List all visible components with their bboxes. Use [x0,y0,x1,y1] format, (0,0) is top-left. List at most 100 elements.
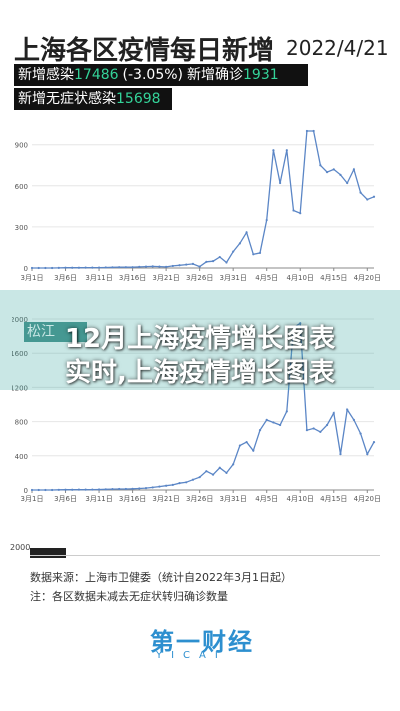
y-tick-label: 600 [15,183,28,191]
data-point [232,250,235,253]
data-point [51,266,54,270]
data-point [205,260,208,263]
y-tick-label: 300 [15,224,28,232]
chart-top: 0 300 600 900 3月1日 3月6日 3月11日 3月16日 3月21日 3月26日 3月… [12,125,382,285]
data-point [158,485,161,488]
cropped-chart-label [30,548,66,558]
data-point [325,171,329,174]
yicai-logo-sub: YICAI [156,650,227,661]
data-point [77,266,81,269]
data-point [339,452,342,456]
data-point [299,322,302,325]
data-point [171,483,174,486]
data-point [77,488,81,491]
data-point [218,466,221,469]
x-tick-label: 3月11日 [85,495,112,503]
data-point [97,488,101,491]
stat-new-infections: 新增感染17486 (-3.05%) 新增确诊1931 [14,64,308,86]
data-point [346,181,349,185]
data-point [124,266,127,269]
x-tick-label: 3月21日 [152,274,179,282]
data-point [359,191,362,194]
data-point [325,423,329,427]
data-point [346,408,349,411]
x-tick-label: 4月20日 [354,274,381,282]
chart-bottom-svg: 0 400 800 1200 1600 2000 3月1日 3月6日 3月11日 3月16日 3月2… [10,316,381,503]
data-point [198,265,201,268]
data-point [57,266,60,269]
x-tick-label: 3月16日 [119,495,146,503]
data-point [44,266,47,270]
data-point [238,444,241,447]
data-point [91,488,94,491]
data-point [118,266,121,269]
data-point [30,488,34,492]
series-line [32,322,375,491]
x-tick-label: 3月31日 [219,274,246,282]
x-tick-label: 3月11日 [85,274,112,282]
data-point [37,488,40,492]
district-label: 松江 [24,322,87,342]
data-point [211,473,215,476]
x-tick-label: 4月5日 [255,274,278,282]
y-tick-label: 400 [15,453,28,461]
data-point [285,149,288,152]
data-point [131,266,134,269]
data-point [124,487,127,491]
data-point [252,449,255,452]
data-point [185,481,188,484]
data-point [305,429,309,432]
data-point [265,218,268,222]
data-point [299,212,302,215]
title-overlay [0,290,400,390]
stat-new-asymptomatic-value: 15698 [116,91,161,107]
data-point [272,421,275,424]
data-point [51,488,54,492]
x-tick-label: 3月16日 [119,274,146,282]
data-point [225,261,228,264]
data-point [225,471,228,474]
data-point [151,265,154,268]
data-point [71,488,74,491]
data-point [138,265,141,269]
x-tick-label: 4月10日 [287,274,314,282]
y-tick-label: 900 [15,142,28,150]
chart-bottom: 0 400 800 1200 1600 2000 3月1日 3月6日 3月11日 3月16日 3月2… [10,305,382,505]
data-point [218,255,221,259]
chart-top-svg: 0 300 600 900 3月1日 3月6日 3月11日 3月16日 3月21日 3月26日 3月… [15,129,381,282]
data-point [372,441,376,444]
data-point [339,173,342,176]
data-point [191,478,195,481]
data-note: 注：各区数据未减去无症状转归确诊数量 [30,590,228,603]
data-point [198,476,201,479]
x-tick-label: 4月10日 [287,495,314,503]
series-line [32,130,375,269]
data-point [292,326,295,329]
page-date: 2022/4/21 [286,36,389,60]
x-tick-label: 3月26日 [186,495,213,503]
data-source-note: 数据来源：上海市卫健委（统计自2022年3月1日起） [30,571,292,584]
data-point [144,265,148,268]
data-point [111,266,114,269]
data-point [178,264,181,267]
data-point [265,418,268,421]
data-point [279,181,282,185]
data-point [71,266,74,269]
page-title: 上海各区疫情每日新增 [14,36,275,66]
data-point [312,427,315,430]
data-point [332,411,335,415]
data-point [305,129,309,133]
data-point [64,266,67,269]
data-point [245,441,248,444]
stat-new-asymptomatic-label: 新增无症状感染 [18,91,116,107]
data-point [165,484,168,487]
data-point [178,482,181,485]
y-tick-label: 800 [15,419,28,427]
data-point [97,266,101,269]
data-point [258,429,262,432]
x-tick-label: 3月31日 [219,495,246,503]
stat-new-infections-label: 新增感染 [18,67,74,83]
data-point [91,266,94,269]
data-point [285,410,288,413]
stat-new-confirmed-value: 1931 [243,67,279,83]
